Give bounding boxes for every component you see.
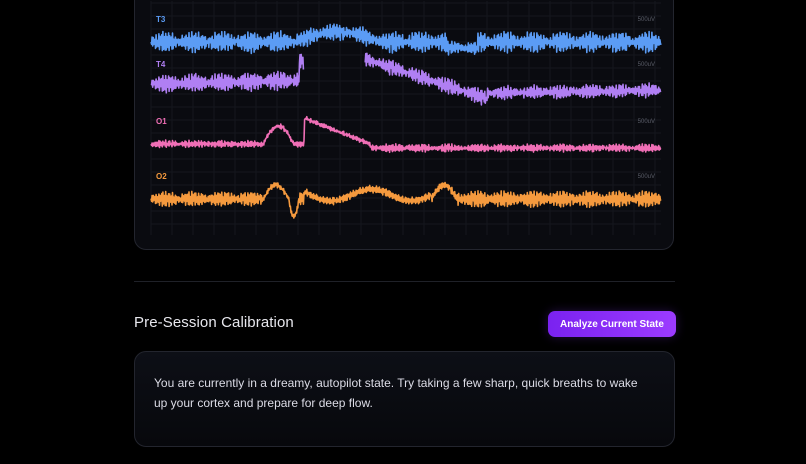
analyze-current-state-button[interactable]: Analyze Current State: [548, 311, 676, 337]
eeg-trace-o1: [150, 115, 662, 154]
section-title: Pre-Session Calibration: [134, 314, 294, 331]
eeg-trace-t3: [150, 23, 662, 56]
eeg-trace-t4: [150, 52, 662, 106]
eeg-channel-t4: T4 500uV: [150, 52, 662, 106]
eeg-channel-o1: O1 500uV: [150, 115, 662, 154]
eeg-channel-scale: 500uV: [638, 119, 655, 125]
eeg-channel-label: O2: [156, 172, 167, 181]
eeg-channel-label: T4: [156, 60, 166, 69]
eeg-channel-scale: 500uV: [638, 17, 655, 23]
eeg-channel-scale: 500uV: [638, 174, 655, 180]
eeg-channel-scale: 500uV: [638, 62, 655, 68]
eeg-channel-t3: T3 500uV: [150, 15, 662, 56]
calibration-message: You are currently in a dreamy, autopilot…: [154, 376, 638, 410]
section-divider: [134, 281, 675, 282]
eeg-trace-o2: [150, 181, 662, 219]
eeg-waveform-chart: T3 500uV T4 500uV O1 500uV O2 500uV: [150, 1, 662, 235]
eeg-waveform-panel: T3 500uV T4 500uV O1 500uV O2 500uV: [134, 0, 674, 250]
eeg-channel-label: T3: [156, 15, 166, 24]
eeg-channel-label: O1: [156, 117, 167, 126]
calibration-message-card: You are currently in a dreamy, autopilot…: [134, 351, 675, 447]
eeg-channel-o2: O2 500uV: [150, 172, 662, 219]
